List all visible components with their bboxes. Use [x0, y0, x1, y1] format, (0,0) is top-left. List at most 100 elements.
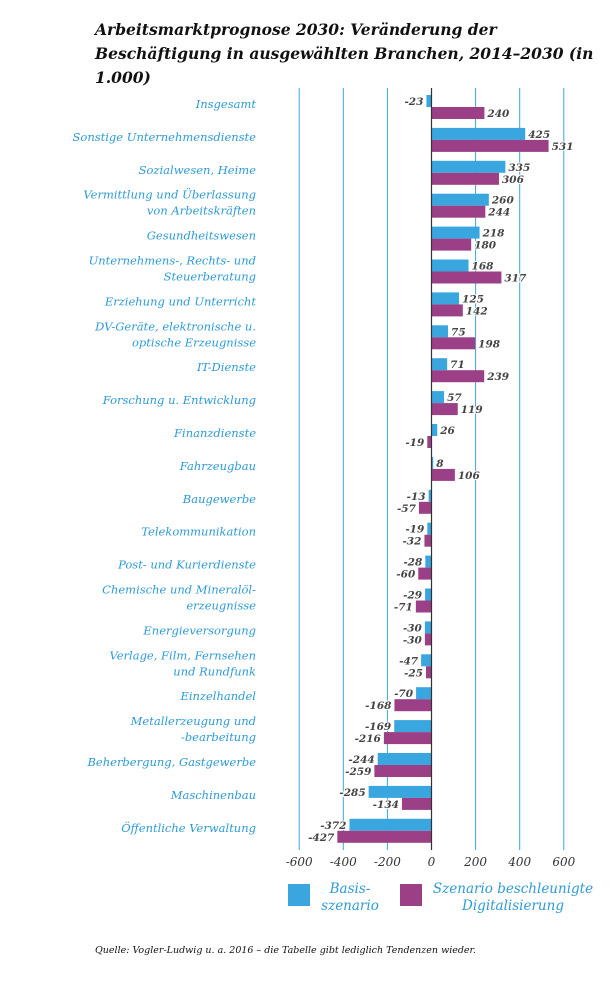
category-label-line: optische Erzeugnisse [132, 335, 256, 349]
data-label: -19 [405, 437, 425, 449]
data-label: 75 [451, 326, 466, 338]
category-label-line: von Arbeitskräften [147, 204, 256, 218]
category-label: Maschinenbau [170, 788, 256, 802]
data-label: -30 [403, 622, 423, 634]
category-label-line: Steuerberatung [164, 270, 256, 284]
data-label: -23 [404, 96, 423, 108]
data-label: -134 [373, 799, 399, 811]
bar-digital [337, 830, 432, 843]
data-label: -71 [394, 602, 413, 614]
category-label: Telekommunikation [141, 525, 256, 539]
bar-basis [426, 95, 432, 107]
category-label: Insgesamt [195, 97, 257, 111]
data-label: -19 [405, 524, 425, 536]
bar-basis [377, 753, 432, 765]
data-label: -285 [339, 787, 365, 799]
x-tick-label: -400 [330, 855, 357, 869]
data-label: 239 [486, 371, 510, 383]
x-tick-label: -200 [374, 855, 401, 869]
bar-basis [349, 818, 432, 831]
bar-digital [418, 567, 432, 580]
legend-swatch-digital [400, 884, 422, 906]
data-label: -25 [404, 667, 423, 679]
data-label: 260 [491, 195, 515, 207]
bar-basis [416, 687, 432, 700]
bar-basis [431, 259, 469, 272]
data-label: -169 [365, 721, 392, 733]
category-label-line: Metallerzeugung und [130, 714, 256, 728]
bar-basis [431, 358, 448, 371]
category-label-line: -bearbeitung [181, 730, 256, 744]
data-label: 425 [528, 129, 550, 141]
bar-basis [431, 391, 445, 404]
bar-digital [424, 633, 432, 646]
data-label: 335 [508, 162, 530, 174]
bars [337, 95, 549, 843]
bar-digital [374, 765, 432, 777]
x-tick-label: 200 [463, 855, 487, 869]
data-label: 168 [472, 261, 495, 273]
category-label: Chemische und Mineralöl-erzeugnisse [102, 583, 256, 613]
bar-basis [421, 654, 432, 667]
data-label: 125 [462, 293, 484, 305]
bar-digital [431, 139, 549, 152]
legend-label-line: Szenario beschleunigte [433, 881, 593, 897]
category-label: IT-Dienste [196, 360, 256, 374]
bar-digital [427, 436, 432, 448]
category-label-line: Unternehmens-, Rechts- und [89, 254, 256, 268]
bar-basis [431, 160, 506, 173]
bar-digital [431, 337, 476, 350]
data-label: -216 [355, 733, 382, 745]
category-label-line: Chemische und Mineralöl- [102, 583, 256, 597]
category-label: Erziehung und Unterricht [104, 294, 257, 308]
data-label: 218 [482, 228, 506, 240]
category-labels: Insgesamt Sonstige Unternehmensdienste Soz… [73, 97, 257, 835]
data-label: -13 [407, 491, 426, 503]
data-label: 180 [474, 240, 497, 252]
bar-basis [431, 226, 480, 239]
legend-label-basis: Basis-szenario [321, 881, 379, 914]
data-label: -168 [365, 700, 392, 712]
data-label: -47 [399, 655, 419, 667]
bar-digital [424, 534, 432, 547]
category-label: Energieversorgung [142, 623, 256, 637]
category-label: Beherbergung, Gastgewerbe [86, 755, 256, 769]
data-label: -28 [403, 557, 423, 569]
data-label: 240 [486, 108, 510, 120]
x-tick-label: 600 [552, 855, 575, 869]
bar-digital [431, 271, 502, 284]
bar-digital [415, 600, 432, 613]
category-label: Sozialwesen, Heime [139, 163, 257, 177]
x-tick-label: -600 [286, 855, 313, 869]
category-label-line: Verlage, Film, Fernsehen [109, 648, 256, 662]
bar-basis [425, 588, 432, 601]
bar-digital [431, 107, 485, 119]
bar-digital [431, 205, 486, 218]
x-tick-labels: -600 -400 -200 0 200 400 600 [286, 855, 576, 869]
bar-basis [425, 555, 432, 568]
data-label: 106 [458, 470, 481, 482]
data-label: 198 [478, 338, 501, 350]
category-label: Baugewerbe [182, 492, 256, 506]
data-label: -70 [394, 688, 414, 700]
category-label-line: Vermittlung und Überlassung [83, 188, 256, 202]
bar-digital [431, 172, 499, 185]
data-label: 71 [450, 359, 465, 371]
bar-digital [394, 699, 432, 712]
data-labels: -232404255313353062602442181801683171251… [307, 95, 574, 845]
category-label-line: DV-Geräte, elektronische u. [94, 319, 256, 333]
data-label: -244 [348, 754, 374, 766]
category-label: DV-Geräte, elektronische u. optische Erze… [94, 319, 256, 349]
bar-digital [418, 501, 432, 514]
category-label-line: und Rundfunk [173, 664, 256, 678]
category-label: Sonstige Unternehmensdienste [73, 130, 257, 144]
data-label: 26 [439, 425, 455, 437]
bar-basis [431, 456, 434, 469]
category-label: Finanzdienste [173, 426, 256, 440]
bar-basis [424, 621, 432, 634]
bar-digital [425, 666, 432, 679]
bar-digital [431, 468, 455, 481]
bar-basis [431, 292, 460, 305]
bar-basis [431, 127, 526, 140]
category-label: Verlage, Film, Fernsehen und Rundfunk [109, 648, 256, 678]
